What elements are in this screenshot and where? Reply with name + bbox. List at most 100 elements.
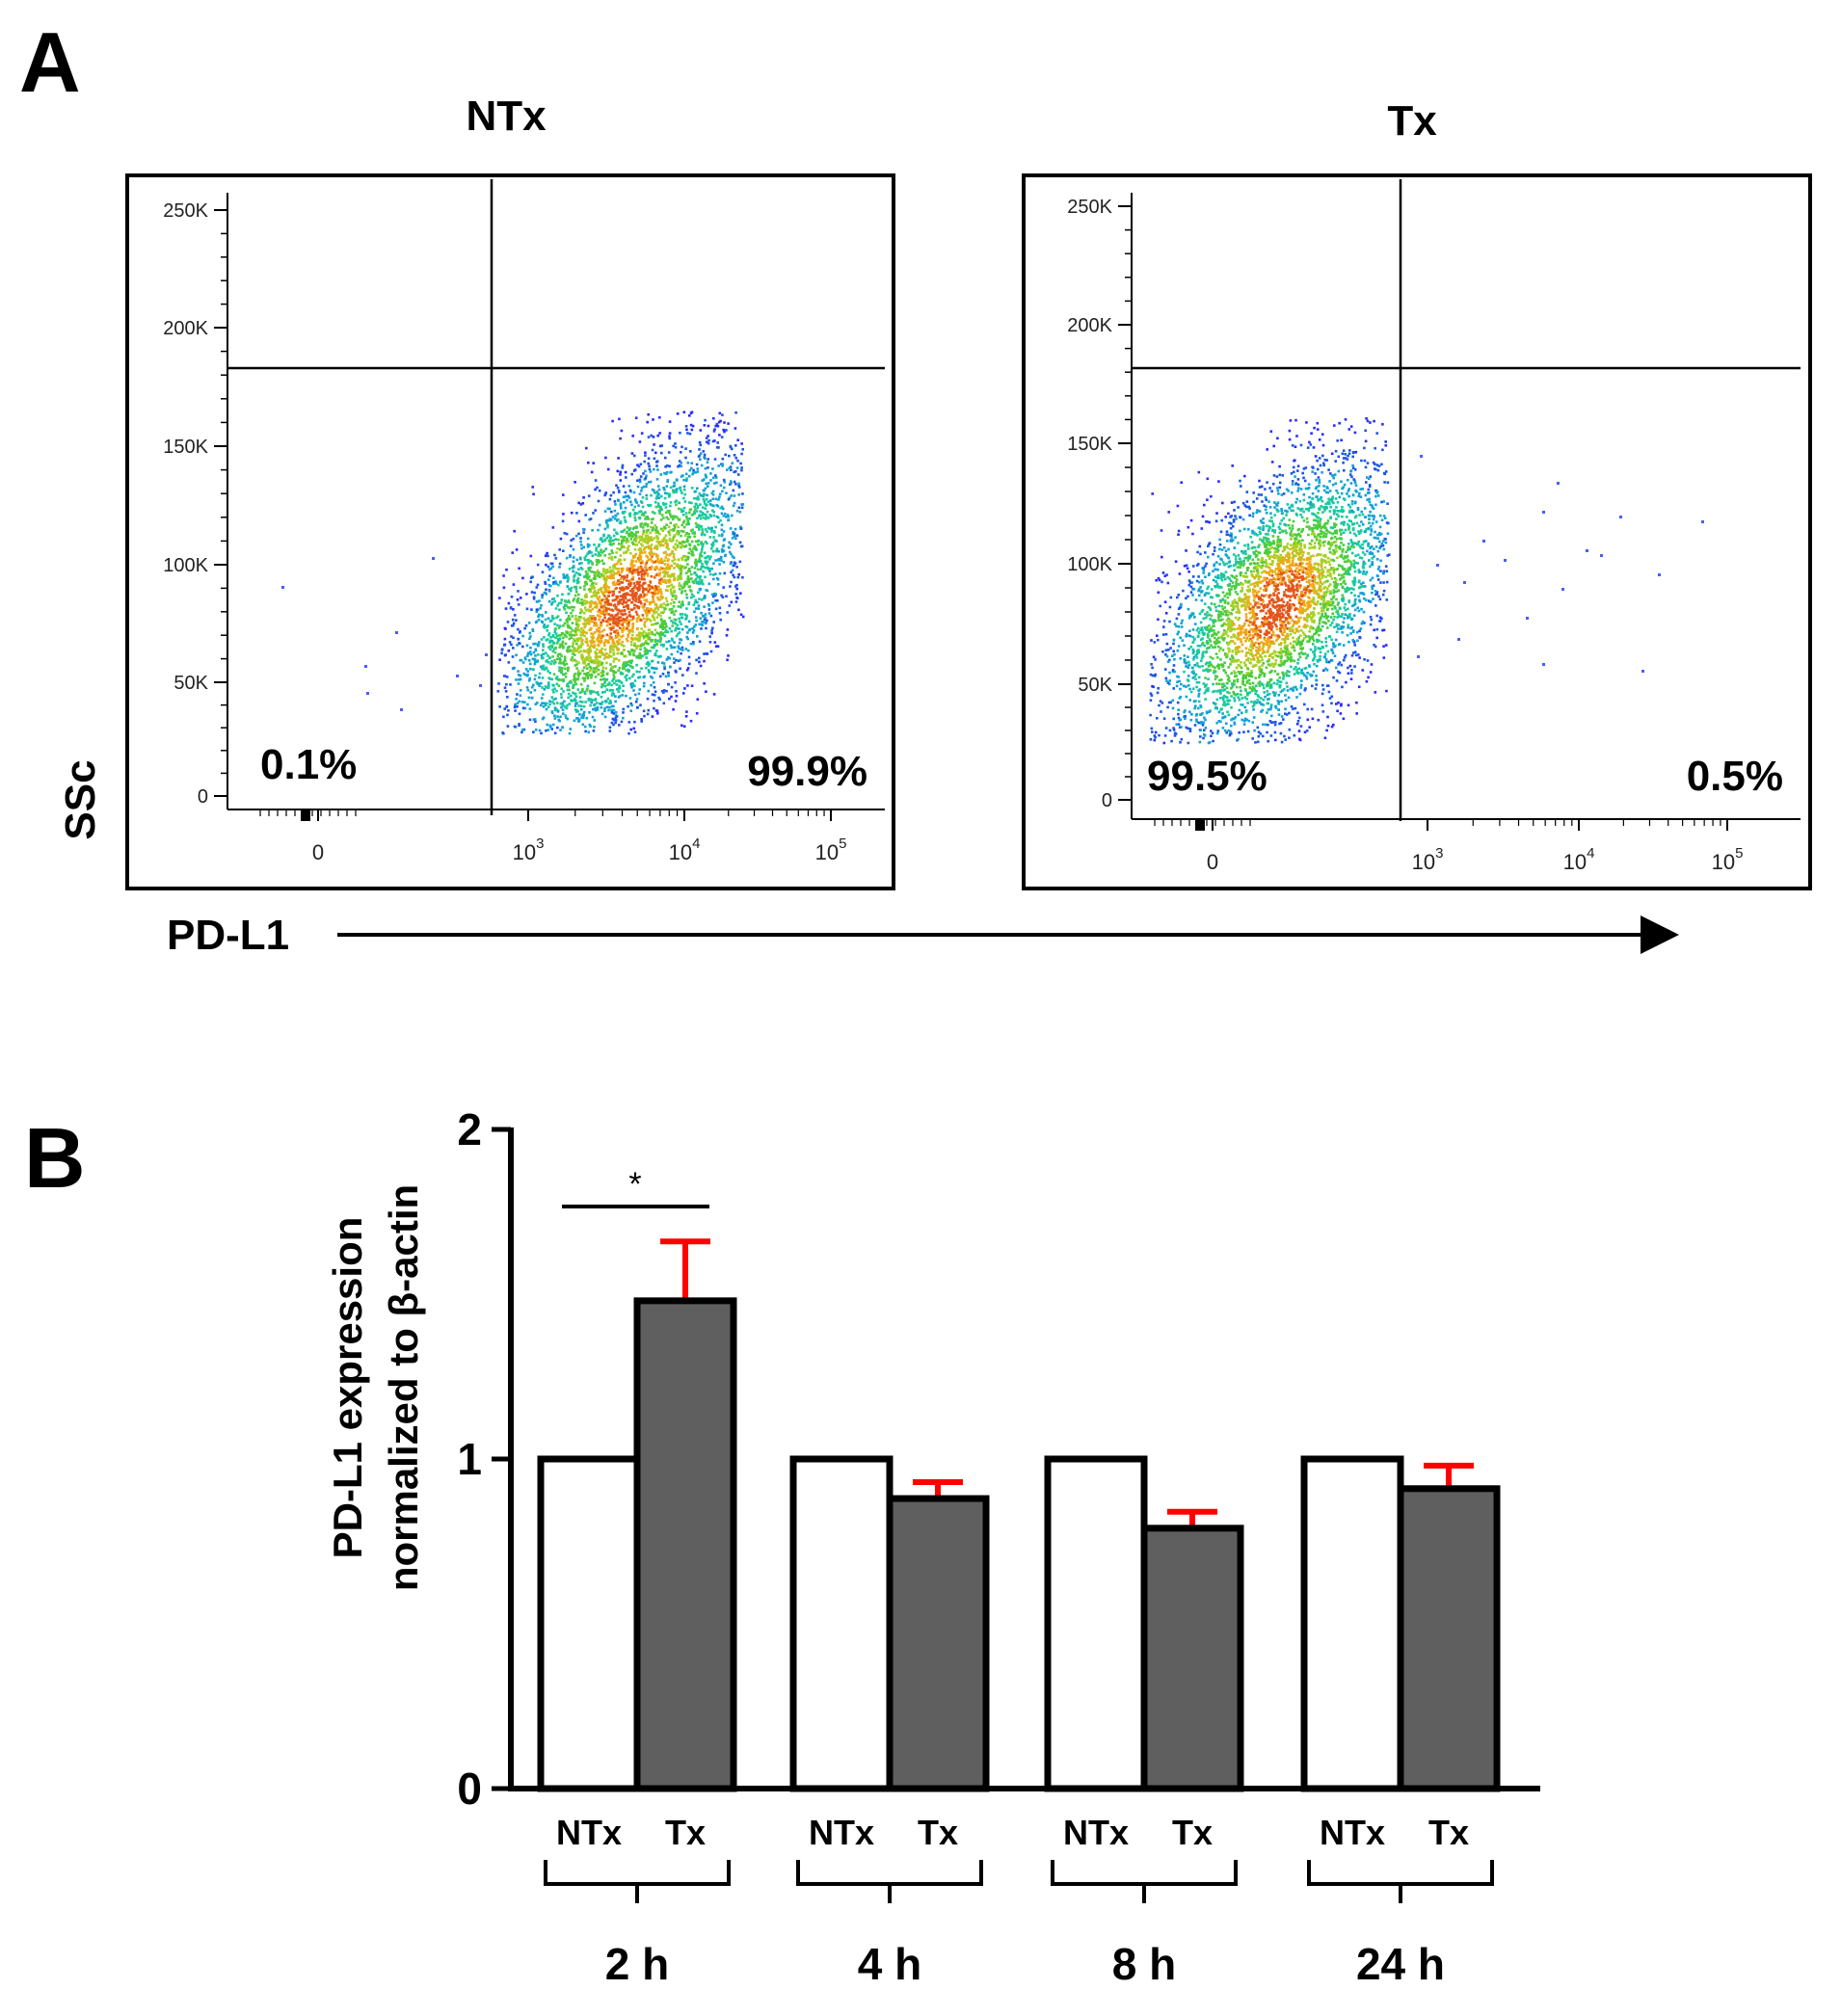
event-dot [673, 646, 677, 650]
event-dot [684, 715, 688, 718]
event-dot [1244, 505, 1248, 509]
event-dot [618, 573, 622, 576]
event-dot [640, 627, 643, 630]
event-dot [642, 684, 646, 688]
event-dot [1206, 520, 1209, 523]
event-dot [572, 570, 574, 573]
event-dot [1333, 625, 1336, 629]
event-dot [734, 483, 737, 486]
event-dot [572, 547, 575, 551]
event-dot [638, 556, 642, 560]
event-dot [1364, 465, 1368, 469]
event-dot [579, 616, 583, 619]
event-dot [727, 515, 731, 518]
event-dot [582, 531, 585, 534]
event-dot [1269, 734, 1273, 737]
event-dot [692, 547, 695, 550]
event-dot [706, 530, 708, 533]
event-dot [597, 554, 600, 557]
event-dot [710, 530, 713, 533]
event-dot [1281, 632, 1284, 635]
event-dot [703, 659, 706, 663]
event-dot [668, 640, 671, 643]
event-dot [583, 620, 587, 623]
event-dot [591, 620, 594, 623]
event-dot [651, 639, 654, 642]
event-dot [679, 584, 682, 588]
event-dot [1256, 509, 1259, 512]
event-dot [1201, 651, 1205, 655]
event-dot [610, 614, 614, 617]
event-dot [686, 637, 689, 641]
event-dot [534, 648, 537, 651]
event-dot [606, 507, 610, 511]
event-dot [545, 563, 547, 567]
event-dot [603, 588, 607, 592]
event-dot [606, 603, 610, 606]
event-dot [528, 650, 532, 653]
event-dot [575, 558, 579, 562]
event-dot [639, 463, 643, 465]
event-dot [1342, 658, 1346, 662]
event-dot [597, 644, 600, 647]
event-dot [653, 537, 656, 540]
event-dot [625, 654, 627, 658]
event-dot [647, 689, 651, 693]
event-dot [641, 526, 645, 529]
event-dot [693, 491, 697, 493]
event-dot [612, 671, 616, 675]
event-dot [558, 608, 561, 612]
event-dot [629, 579, 632, 582]
event-dot [685, 625, 689, 628]
event-dot [685, 581, 689, 585]
event-dot [654, 709, 658, 712]
event-dot [633, 505, 636, 509]
event-dot [631, 617, 635, 620]
event-dot [517, 674, 520, 676]
event-dot [692, 642, 695, 646]
event-dot [696, 517, 699, 519]
event-dot [670, 610, 673, 614]
event-dot [519, 597, 522, 599]
event-dot [581, 502, 585, 505]
event-dot [1349, 425, 1353, 428]
event-dot [570, 586, 574, 590]
event-dot [693, 600, 697, 604]
event-dot [505, 568, 508, 571]
event-dot [724, 512, 727, 516]
event-dot [1258, 544, 1261, 546]
event-dot [692, 641, 695, 644]
event-dot [1375, 636, 1378, 640]
event-dot [553, 661, 557, 664]
event-dot [671, 559, 674, 563]
event-dot [662, 610, 666, 613]
event-dot [717, 583, 720, 586]
event-dot [621, 640, 624, 644]
event-dot [620, 652, 624, 655]
event-dot [588, 628, 592, 631]
event-dot [581, 629, 585, 632]
event-dot [673, 572, 676, 576]
event-dot [662, 702, 666, 705]
event-dot [505, 682, 508, 686]
event-dot [603, 510, 607, 513]
event-dot [1220, 678, 1223, 681]
event-dot [596, 629, 600, 633]
event-dot [1275, 547, 1279, 550]
event-dot [589, 648, 592, 650]
event-dot [556, 702, 559, 704]
event-dot [694, 560, 697, 564]
event-dot [577, 623, 580, 627]
event-dot [673, 576, 677, 580]
event-dot [628, 650, 631, 654]
event-dot [539, 665, 543, 669]
event-dot [1289, 547, 1292, 551]
event-dot [727, 518, 731, 521]
event-dot [701, 512, 705, 515]
event-dot [664, 542, 667, 544]
event-dot [642, 676, 646, 679]
event-dot [667, 530, 671, 534]
event-dot [710, 593, 714, 597]
event-dot [1150, 639, 1153, 642]
event-dot [680, 592, 683, 595]
